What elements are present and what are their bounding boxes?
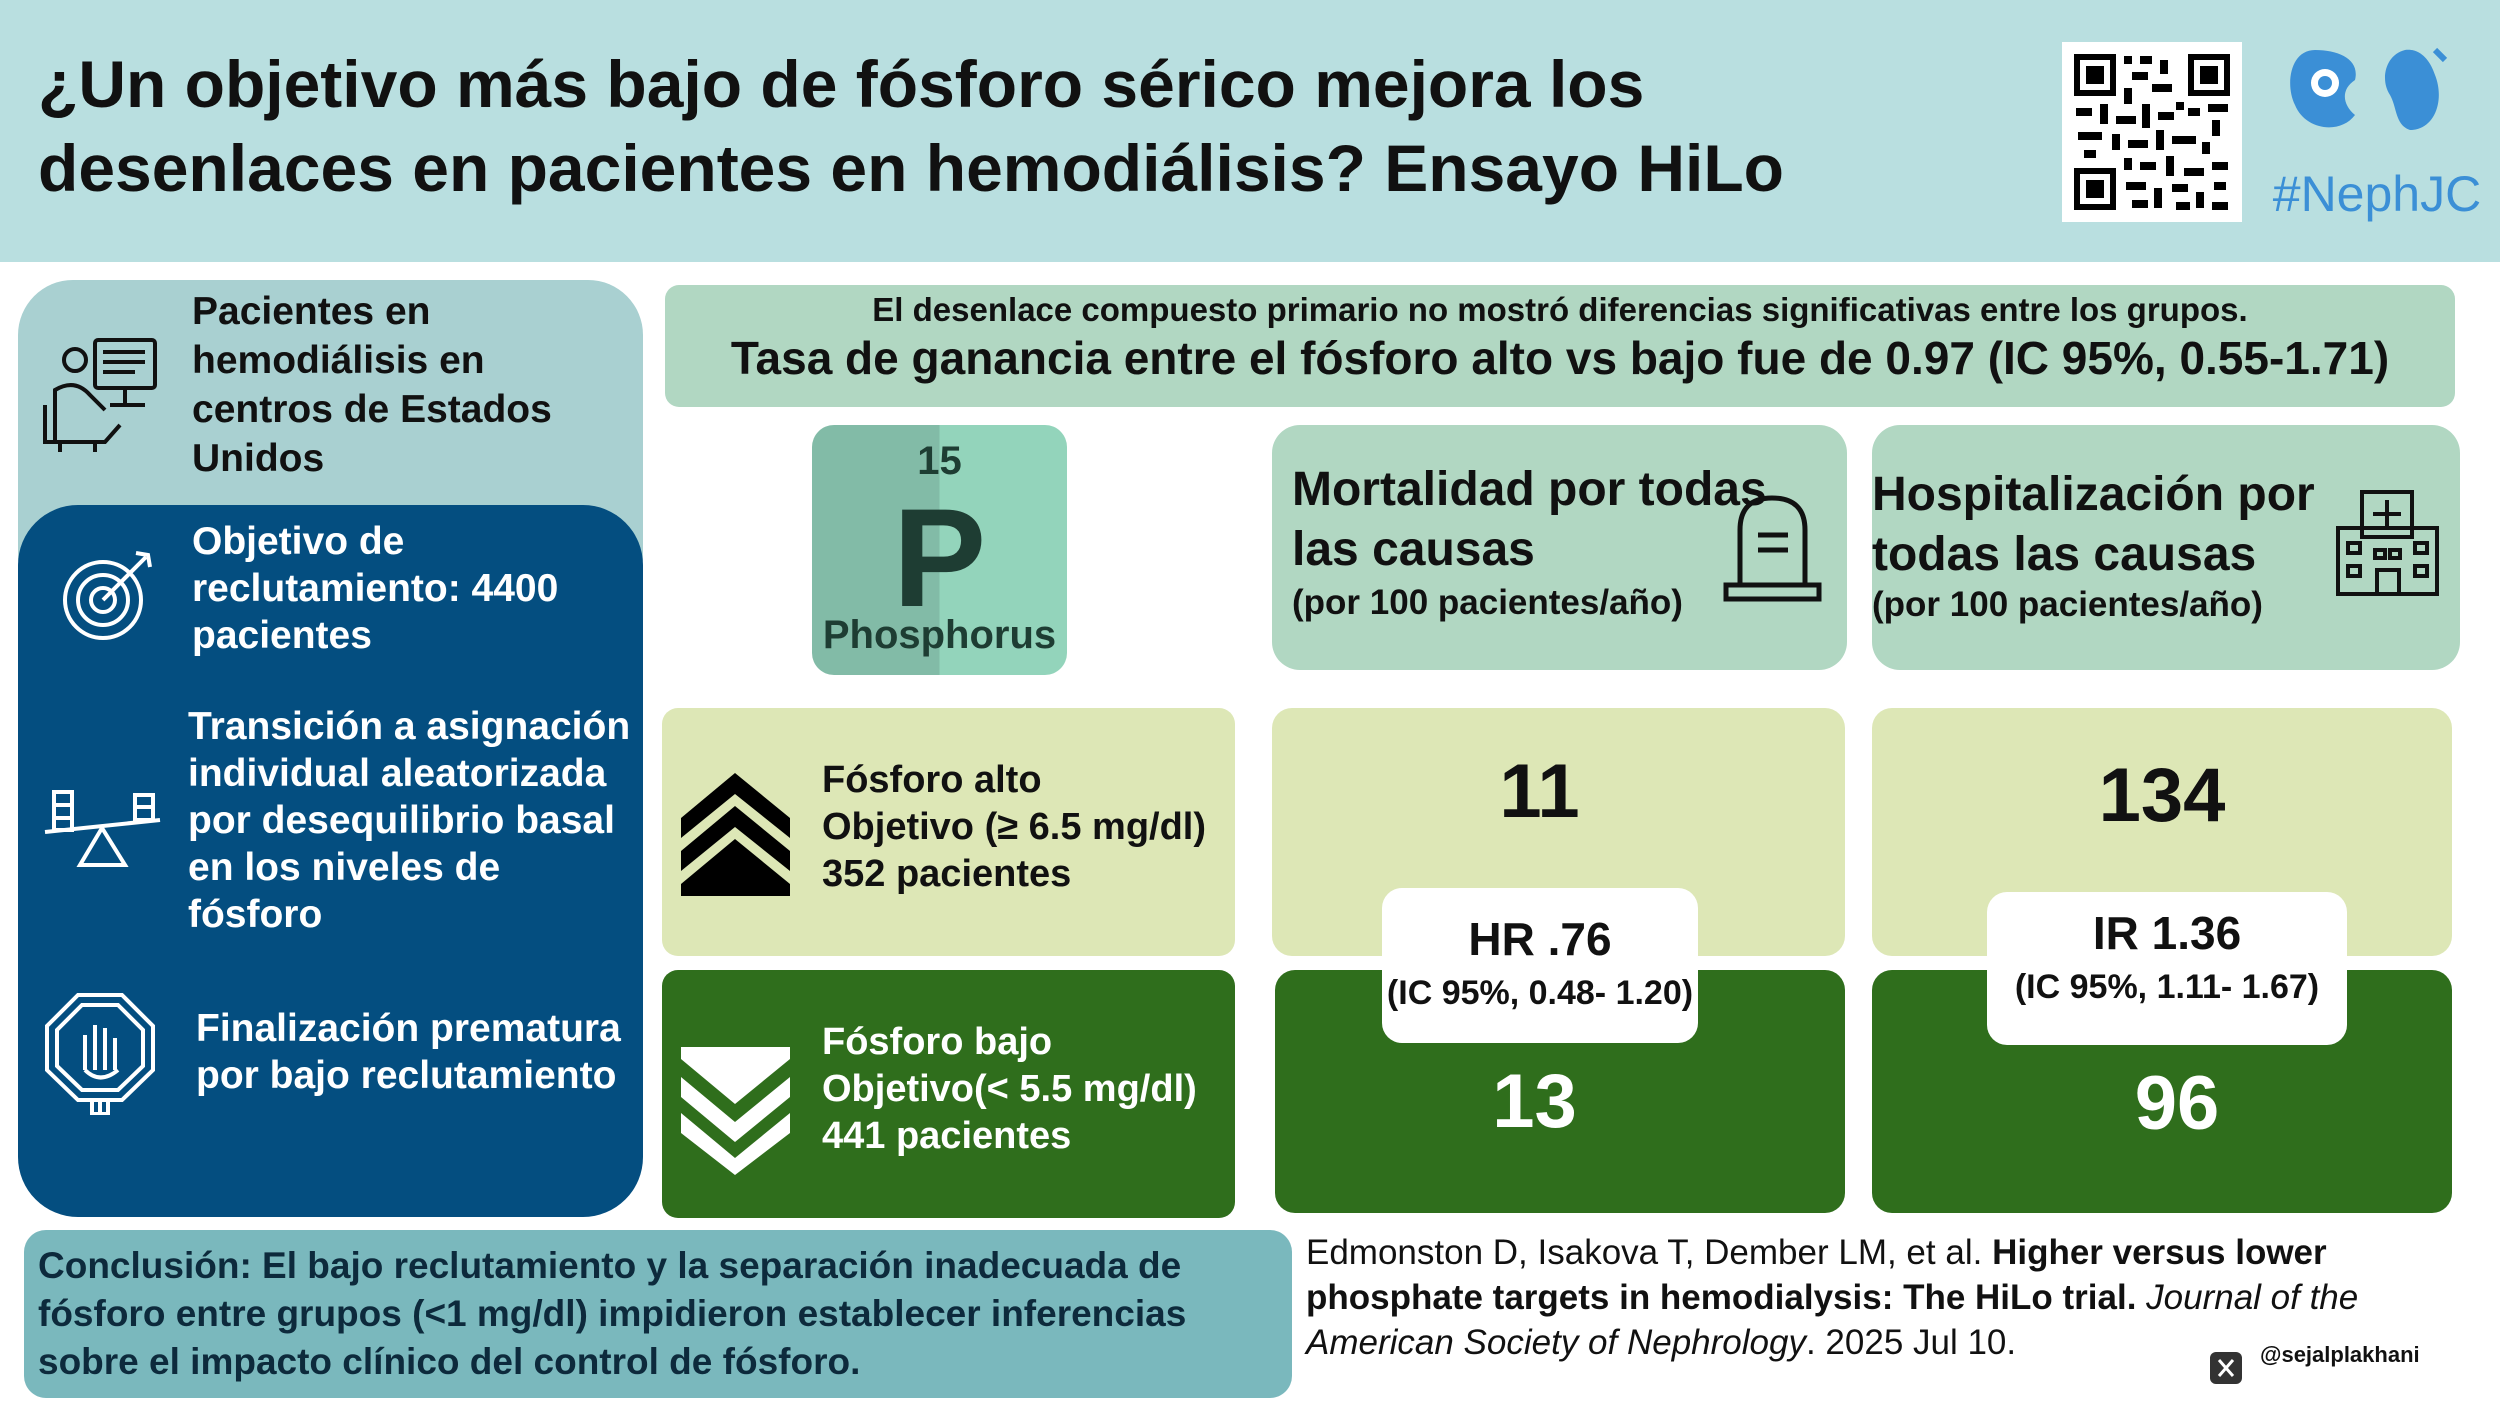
conclusion-box: Conclusión: El bajo reclutamiento y la s… — [24, 1230, 1292, 1398]
phosphorus-element-tile: 15 P Phosphorus — [812, 425, 1067, 675]
primary-outcome-statement: El desenlace compuesto primario no mostr… — [872, 291, 2248, 328]
element-symbol: P — [892, 479, 987, 636]
hospitalization-rate-ratio-box: IR 1.36 (IC 95%, 1.11- 1.67) — [1987, 892, 2347, 1045]
mortality-hazard-ratio: HR .76 — [1468, 913, 1612, 965]
tombstone-icon — [1720, 490, 1825, 605]
primary-outcome-banner: El desenlace compuesto primario no mostr… — [665, 285, 2455, 407]
low-arm-text: Fósforo bajo Objetivo(< 5.5 mg/dl) 441 p… — [822, 1019, 1232, 1160]
population-text: Pacientes en hemodiálisis en centros de … — [192, 290, 552, 480]
hospitalization-confidence-interval: (IC 95%, 1.11- 1.67) — [2014, 968, 2320, 1006]
mortality-low-value: 13 — [1492, 1059, 1577, 1144]
citation: Edmonston D, Isakova T, Dember LM, et al… — [1306, 1230, 2486, 1365]
citation-title: Higher versus lower phosphate targets in… — [1306, 1233, 2327, 1317]
low-arm-count: 441 pacientes — [822, 1115, 1072, 1157]
mortality-unit: (por 100 pacientes/año) — [1292, 583, 1683, 622]
high-arm-target: Objetivo (≥ 6.5 mg/dl) — [822, 806, 1207, 848]
hospitalization-high-value: 134 — [2098, 753, 2226, 838]
atomic-number: 15 — [917, 439, 962, 483]
low-phosphorus-arm — [662, 970, 1235, 1218]
early-termination-text: Finalización prematura por bajo reclutam… — [196, 1007, 621, 1097]
title-line-1: ¿Un objetivo más bajo de fósforo sérico … — [38, 47, 1645, 121]
brand-tag: #NephJC — [2272, 166, 2482, 222]
high-arm-count: 352 pacientes — [822, 853, 1072, 895]
page-title: ¿Un objetivo más bajo de fósforo sérico … — [38, 42, 1988, 210]
recruitment-target-text: Objetivo de reclutamiento: 4400 paciente… — [192, 520, 559, 657]
low-arm-label: Fósforo bajo — [822, 1021, 1053, 1063]
mortality-high-value: 11 — [1499, 749, 1580, 834]
title-line-2: desenlaces en pacientes en hemodiálisis?… — [38, 131, 1784, 205]
hospitalization-unit: (por 100 pacientes/año) — [1872, 585, 2263, 624]
win-ratio-statement: Tasa de ganancia entre el fósforo alto v… — [730, 332, 2390, 384]
conclusion-text: Conclusión: El bajo reclutamiento y la s… — [38, 1245, 1187, 1382]
hospitalization-low-value: 96 — [2134, 1061, 2220, 1146]
mortality-header-card — [1272, 425, 1847, 670]
high-arm-text: Fósforo alto Objetivo (≥ 6.5 mg/dl) 352 … — [822, 757, 1232, 898]
citation-date: . 2025 Jul 10. — [1805, 1323, 2017, 1362]
low-arm-target: Objetivo(< 5.5 mg/dl) — [822, 1068, 1197, 1110]
hospitalization-title: Hospitalización por todas las causas — [1872, 468, 2315, 581]
hospital-icon — [2330, 488, 2445, 598]
kidney-logo-icon — [2285, 45, 2470, 135]
mortality-hazard-ratio-box: HR .76 (IC 95%, 0.48- 1.20) — [1382, 888, 1698, 1043]
citation-authors: Edmonston D, Isakova T, Dember LM, et al… — [1306, 1233, 1983, 1272]
high-arm-label: Fósforo alto — [822, 759, 1042, 801]
seesaw-icon — [40, 780, 165, 880]
stop-hand-icon — [40, 990, 160, 1116]
chevrons-up-icon — [678, 768, 793, 898]
hospitalization-rate-ratio: IR 1.36 — [2092, 907, 2242, 959]
qr-code[interactable] — [2062, 42, 2242, 222]
citation-journal: Journal of the American Society of Nephr… — [1306, 1278, 2359, 1362]
social-handle[interactable]: @sejalplakhani — [2260, 1342, 2420, 1367]
mortality-title: Mortalidad por todas las causas — [1292, 463, 1767, 576]
randomization-transition-text: Transición a asignación individual aleat… — [188, 705, 631, 936]
mortality-confidence-interval: (IC 95%, 0.48- 1.20) — [1386, 974, 1694, 1012]
x-logo-icon[interactable] — [2210, 1352, 2242, 1384]
clinician-computer-icon — [35, 330, 165, 455]
target-icon — [58, 545, 158, 645]
chevrons-down-icon — [678, 1045, 793, 1175]
element-name: Phosphorus — [822, 613, 1057, 657]
